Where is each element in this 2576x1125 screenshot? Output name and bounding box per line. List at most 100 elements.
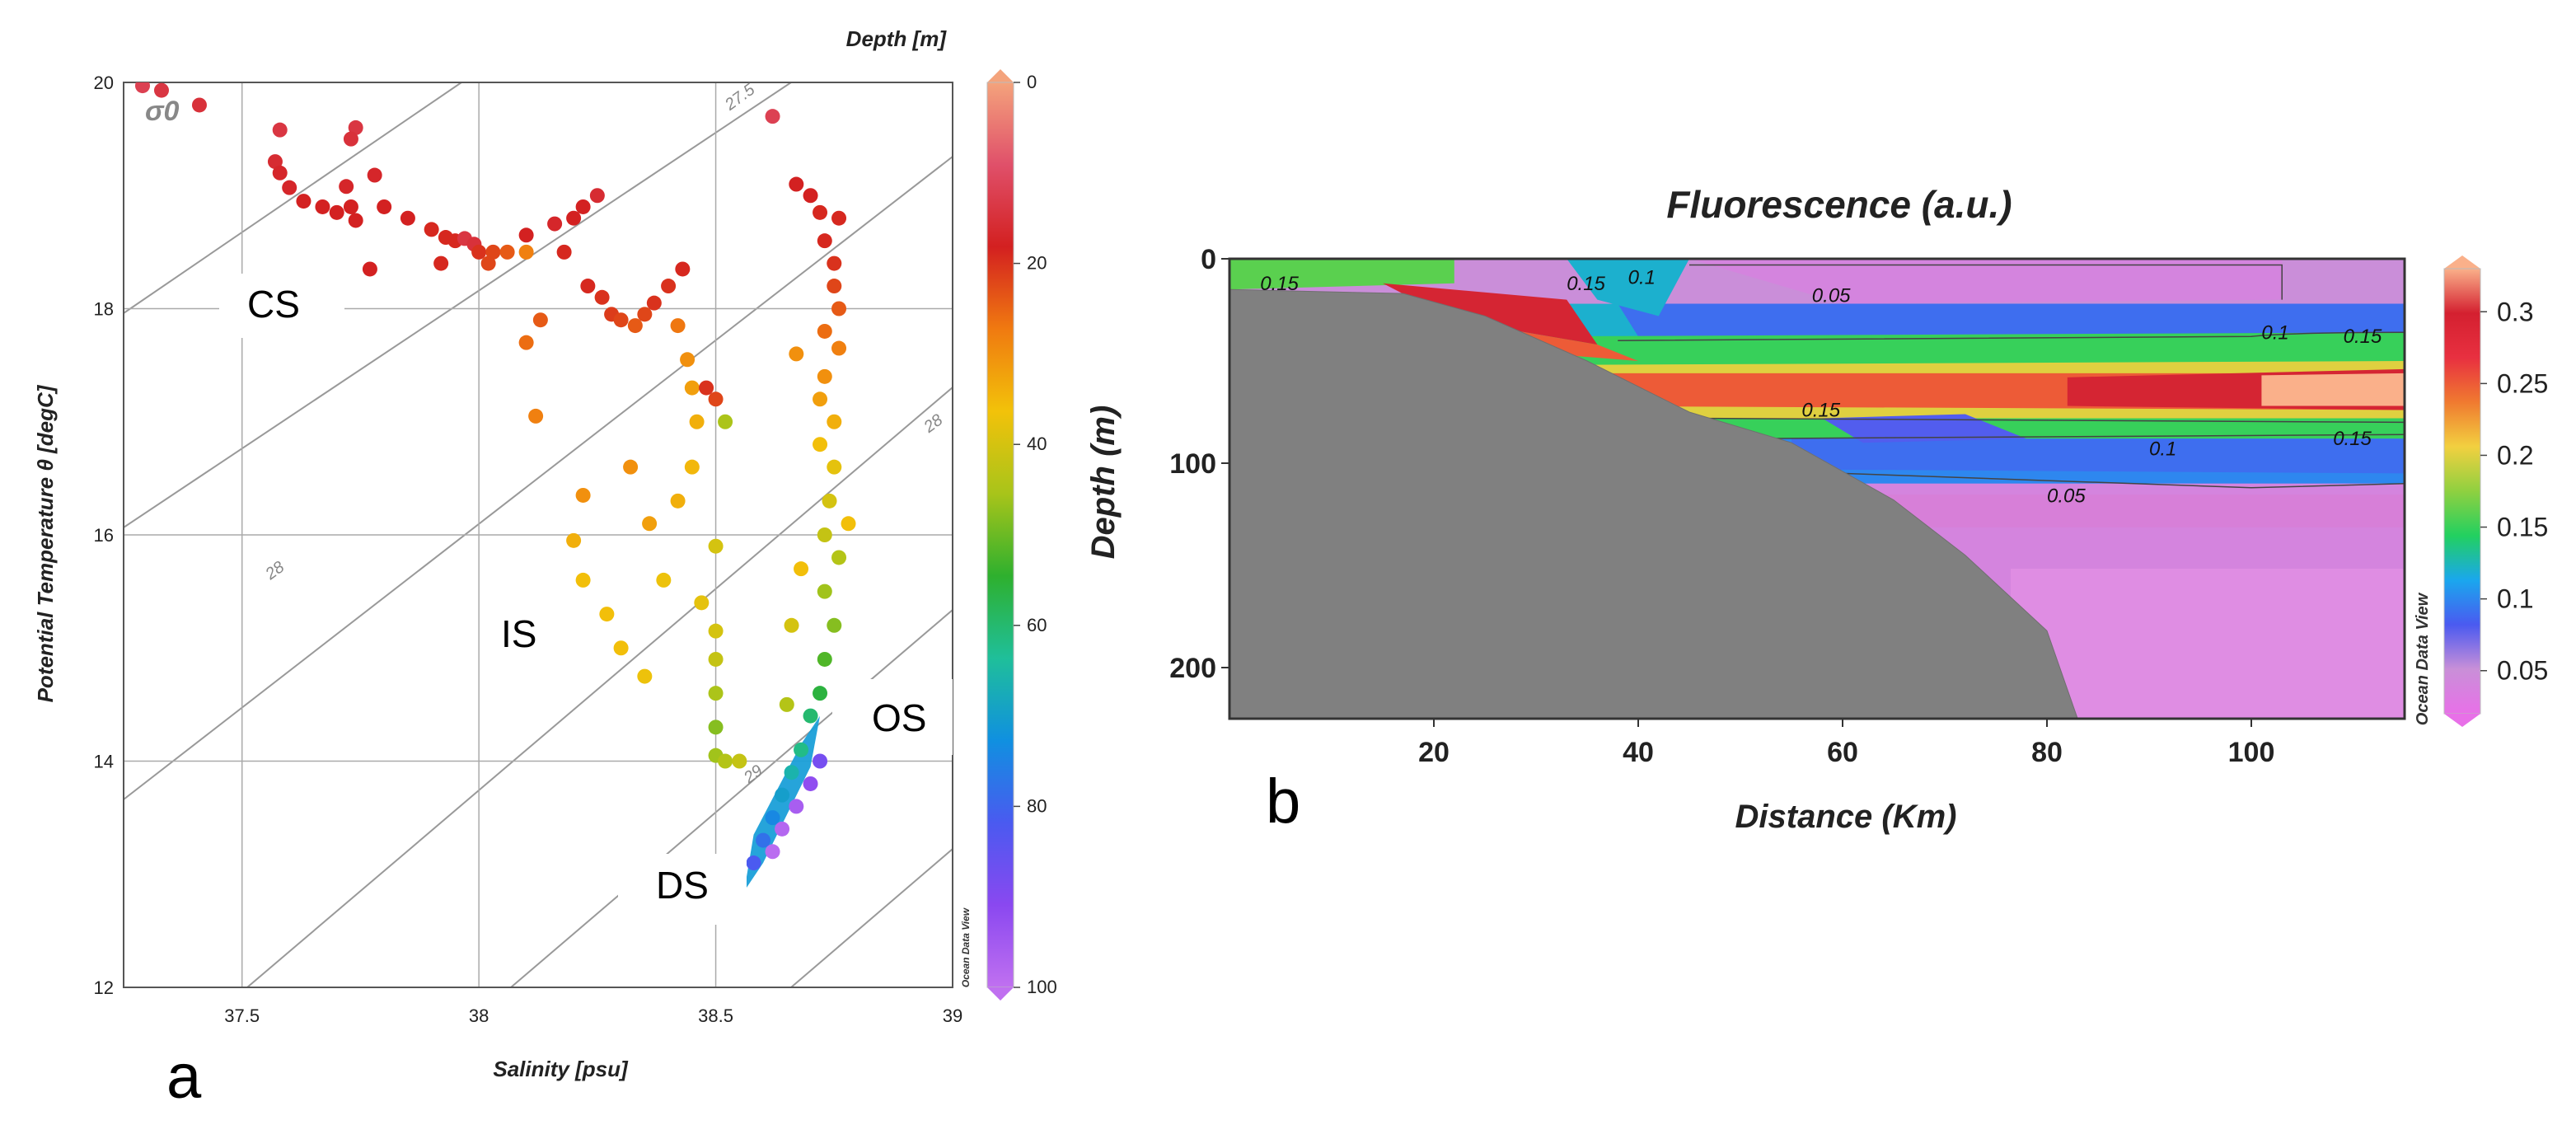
- data-point-ds: [765, 810, 780, 826]
- data-point-os: [789, 176, 804, 192]
- contour-label: 0.15: [1567, 273, 1605, 295]
- contour-label: 0.05: [1812, 285, 1851, 307]
- data-point-cs: [315, 199, 330, 214]
- data-point-ds: [765, 844, 780, 860]
- data-point-is: [718, 414, 733, 429]
- panel-letter-b: b: [1266, 766, 1300, 837]
- axis-ticks: 37.5 38 38.5 39 12 14 16 18 20: [94, 73, 963, 1026]
- data-point-cs: [134, 82, 150, 94]
- x-tick-label-b: 60: [1827, 737, 1858, 768]
- plot-frame: [123, 82, 953, 988]
- colorbar-tick-label: 60: [1027, 615, 1047, 635]
- data-point-is: [518, 335, 534, 350]
- data-point-os: [817, 368, 832, 384]
- data-point-os: [789, 346, 804, 362]
- y-tick-label-b: 200: [1169, 653, 1216, 684]
- band-surface-pink: [1689, 259, 2283, 304]
- colorbar-tick-label: 80: [1027, 795, 1047, 816]
- seafloor-topography: [1229, 288, 2078, 719]
- data-point-cs: [547, 216, 563, 232]
- data-point-is: [613, 640, 629, 656]
- isopycnal-label: 28: [261, 558, 288, 584]
- data-point-ds: [784, 765, 799, 780]
- deep-shades: [1813, 495, 2405, 719]
- data-point-os: [784, 617, 799, 633]
- data-point-cs: [480, 255, 496, 271]
- data-point-cs: [518, 244, 534, 260]
- band-blue-upper: [1618, 303, 2405, 337]
- y-axis-label: Potential Temperature θ [degC]: [33, 384, 58, 702]
- data-point-os: [831, 340, 847, 356]
- data-point-is: [637, 668, 653, 684]
- region-label-ds: DS: [656, 864, 709, 907]
- colorbar-ramp: [986, 82, 1014, 988]
- data-point-ds: [813, 753, 828, 769]
- data-point-os: [817, 527, 832, 542]
- y-tick-label: 20: [94, 73, 114, 93]
- colorbar-top-cap-b: [2444, 255, 2480, 269]
- y-tick-label: 16: [94, 525, 114, 546]
- x-tick-label: 38.5: [698, 1005, 733, 1026]
- data-point-os: [827, 279, 842, 294]
- region-label-is: IS: [501, 612, 536, 655]
- data-point-is: [708, 391, 724, 407]
- data-point-os: [822, 493, 837, 509]
- data-point-cs: [518, 227, 534, 243]
- colorbar-tick-label: 40: [1027, 434, 1047, 454]
- data-point-os: [794, 561, 809, 577]
- data-point-cs: [433, 255, 449, 271]
- data-point-cs: [343, 131, 358, 147]
- band-nearshore-red: [1383, 283, 1598, 345]
- data-point-os: [817, 584, 832, 599]
- data-point-is: [627, 318, 643, 334]
- data-point-cs: [400, 210, 415, 226]
- colorbar-bottom-cap: [987, 987, 1014, 1001]
- band-cyan-wedge: [1567, 259, 1689, 316]
- contour-label: 0.15: [1801, 400, 1840, 422]
- data-point-is: [670, 493, 686, 509]
- contour-label: 0.15: [2344, 326, 2382, 348]
- y-tick-label: 18: [94, 299, 114, 320]
- data-point-is: [684, 380, 700, 396]
- data-point-is: [694, 595, 710, 611]
- y-tick-label-b: 0: [1201, 244, 1216, 275]
- data-point-is: [708, 538, 724, 554]
- x-tick-label: 38: [469, 1005, 489, 1026]
- colorbar-tick-label: 100: [1027, 977, 1057, 997]
- x-tick-label: 37.5: [224, 1005, 260, 1026]
- y-tick-label: 12: [94, 977, 114, 998]
- data-point-cs: [566, 210, 582, 226]
- data-point-cs: [296, 194, 311, 209]
- data-point-os: [817, 233, 832, 249]
- data-point-cs: [343, 199, 358, 214]
- panel-b: Fluorescence (a.u.) 0.15 0.15 0.10.050.1 0.…: [1085, 183, 2548, 837]
- data-point-cs: [377, 199, 392, 214]
- contour-label: 0.1: [2149, 438, 2176, 461]
- data-point-is: [708, 651, 724, 667]
- band-blue-lower: [1791, 438, 2405, 474]
- x-tick-label-b: 20: [1418, 737, 1450, 768]
- data-point-os: [827, 459, 842, 475]
- data-point-is: [675, 261, 691, 277]
- data-point-os: [831, 210, 847, 226]
- data-point-os: [817, 323, 832, 339]
- data-point-cs: [424, 222, 439, 237]
- x-tick-label-b: 40: [1623, 737, 1654, 768]
- band-peach-core: [2261, 373, 2405, 406]
- data-point-is: [532, 312, 548, 328]
- y-tick-label-b: 100: [1169, 448, 1216, 480]
- colorbar-tick-label-b: 0.2: [2497, 440, 2533, 470]
- fluorescence-colorbar: 0.05 0.1 0.15 0.2 0.25 0.3 Ocean Data View: [2414, 255, 2548, 727]
- data-point-os: [813, 686, 828, 701]
- odv-watermark-b: Ocean Data View: [2414, 592, 2432, 725]
- x-axis-label: Salinity [psu]: [493, 1057, 629, 1081]
- colorbar-tick-label-b: 0.15: [2497, 513, 2548, 542]
- data-point-is: [732, 753, 747, 769]
- data-point-is: [708, 623, 724, 639]
- data-point-os: [803, 708, 818, 724]
- y-tick-label: 14: [94, 752, 114, 772]
- panel-letter-a: a: [166, 1042, 202, 1112]
- data-point-cs: [348, 120, 363, 135]
- contour-line: [1842, 472, 2405, 489]
- data-point-os: [803, 188, 818, 204]
